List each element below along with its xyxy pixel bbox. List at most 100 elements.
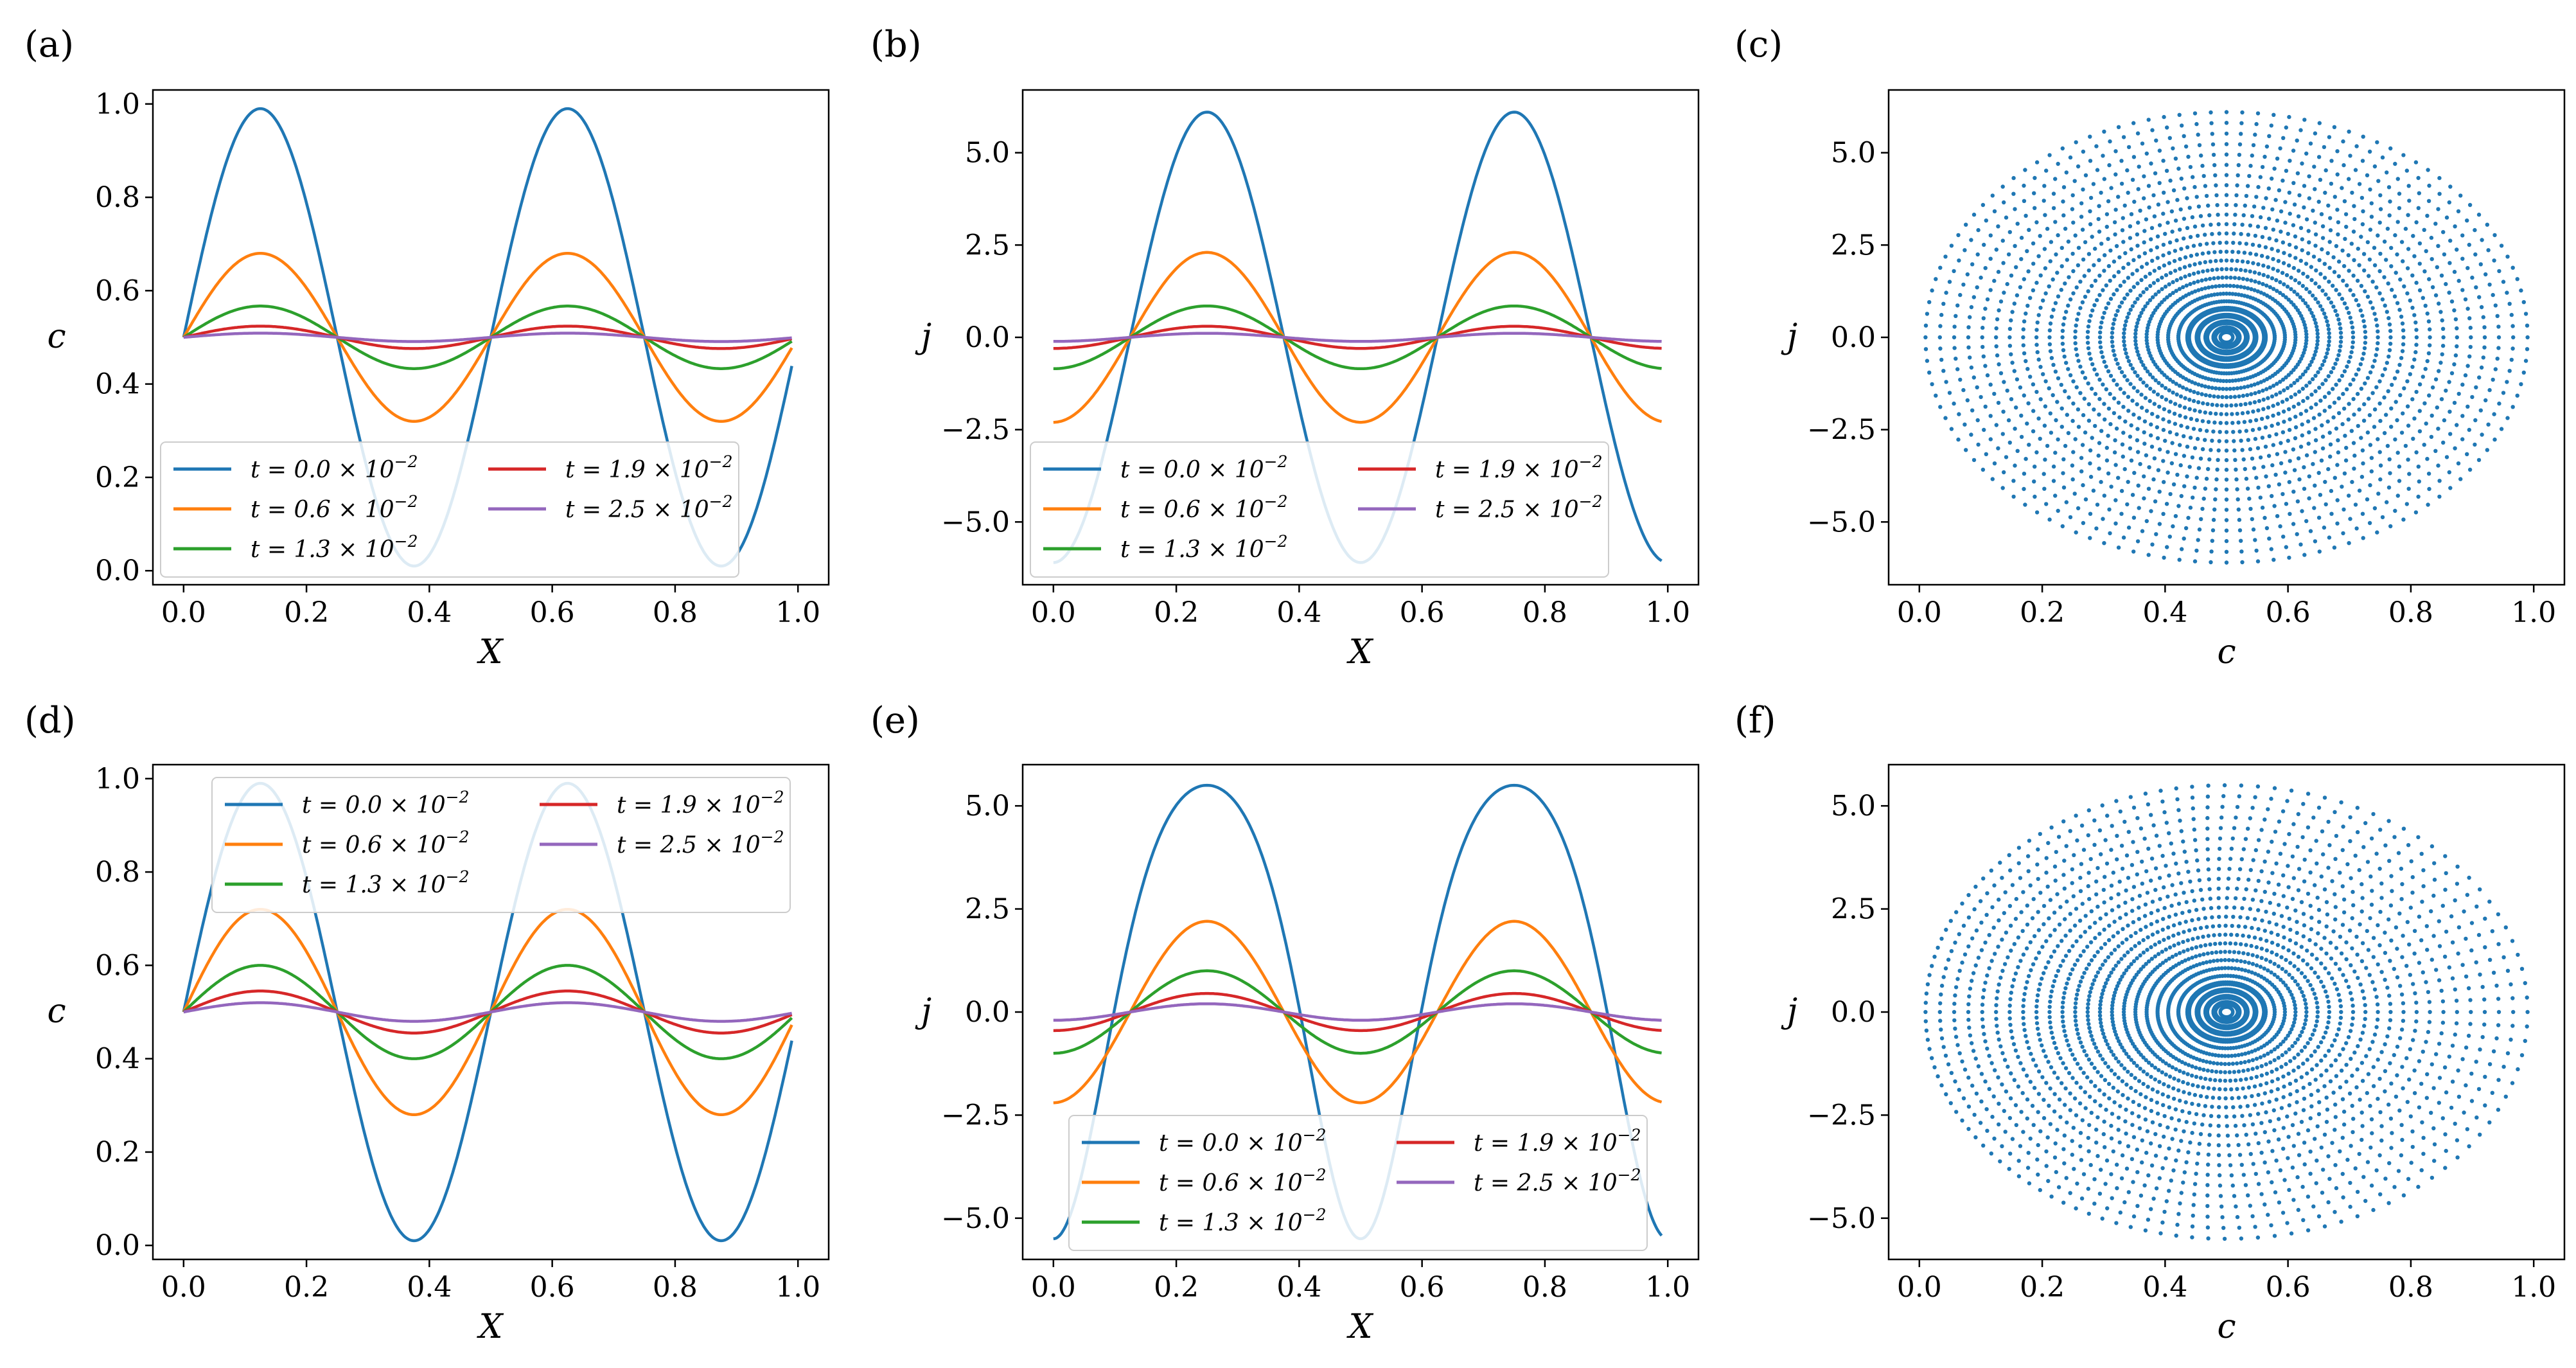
scatter-point [2063, 917, 2067, 921]
scatter-point [1944, 290, 1948, 294]
scatter-point [2356, 303, 2360, 307]
scatter-point [2351, 397, 2355, 401]
scatter-point [2401, 153, 2405, 157]
scatter-point [2302, 912, 2306, 916]
scatter-point [2303, 975, 2307, 979]
scatter-point [2184, 526, 2188, 530]
scatter-point [2478, 887, 2482, 891]
scatter-point [2410, 306, 2414, 310]
scatter-point [2225, 267, 2228, 271]
scatter-point [2352, 258, 2356, 262]
scatter-point [2230, 847, 2234, 851]
scatter-point [2161, 928, 2165, 932]
scatter-point [2078, 919, 2082, 923]
scatter-point [2335, 987, 2339, 991]
scatter-point [2361, 536, 2365, 540]
scatter-point [2248, 447, 2252, 451]
scatter-point [2135, 346, 2139, 350]
scatter-point [2264, 445, 2268, 449]
scatter-point [2019, 414, 2023, 418]
scatter-point [2155, 833, 2158, 837]
scatter-point [2288, 428, 2291, 432]
scatter-point [2137, 941, 2141, 945]
scatter-point [1997, 362, 2000, 366]
scatter-point [2060, 425, 2064, 429]
scatter-point [2158, 223, 2162, 227]
scatter-point [2185, 226, 2189, 230]
scatter-point [2055, 271, 2059, 274]
scatter-point [2447, 380, 2451, 384]
scatter-point [2270, 423, 2273, 427]
scatter-point [2219, 826, 2223, 830]
scatter-point [2285, 273, 2289, 277]
scatter-point [2197, 466, 2201, 470]
scatter-point [2234, 896, 2237, 900]
scatter-point [2344, 458, 2348, 462]
y-tick-label: −2.5 [1807, 1099, 1876, 1132]
scatter-point [2242, 897, 2246, 901]
scatter-point [2223, 924, 2227, 928]
x-tick-label: 1.0 [1645, 596, 1690, 629]
scatter-point [2302, 118, 2306, 121]
scatter-point [2092, 819, 2096, 822]
scatter-point [2119, 957, 2123, 961]
scatter-point [2061, 524, 2065, 528]
scatter-point [2203, 184, 2207, 188]
scatter-point [2001, 238, 2005, 242]
scatter-point [2268, 434, 2272, 438]
scatter-point [2054, 418, 2058, 422]
scatter-point [2054, 301, 2058, 305]
scatter-point [2268, 959, 2272, 963]
scatter-point [2156, 414, 2160, 418]
x-tick-label: 0.6 [2266, 1271, 2311, 1304]
scatter-point [2021, 1004, 2025, 1008]
scatter-point [2227, 867, 2231, 871]
scatter-point [2373, 506, 2377, 510]
scatter-point [2378, 828, 2382, 831]
scatter-point [2086, 871, 2090, 875]
scatter-point [2374, 317, 2378, 321]
scatter-point [2289, 788, 2293, 792]
scatter-point [2267, 186, 2271, 190]
scatter-point [2031, 963, 2035, 966]
scatter-point [2320, 247, 2324, 251]
scatter-point [2278, 391, 2282, 395]
scatter-point [2031, 289, 2035, 292]
scatter-point [2329, 443, 2333, 447]
scatter-point [2145, 384, 2149, 387]
scatter-point [2200, 392, 2203, 396]
scatter-point [1992, 279, 1996, 283]
scatter-point [1990, 905, 1994, 909]
scatter-point [2038, 234, 2042, 238]
scatter-point [1995, 247, 1998, 251]
scatter-point [2101, 963, 2104, 966]
scatter-point [2501, 391, 2505, 395]
scatter-point [2083, 376, 2087, 380]
scatter-point [2382, 275, 2386, 279]
scatter-point [2448, 470, 2451, 474]
scatter-point [2352, 970, 2356, 973]
scatter-point [2225, 121, 2228, 125]
scatter-point [2125, 168, 2129, 172]
scatter-point [2126, 262, 2130, 266]
scatter-point [2192, 898, 2196, 902]
scatter-point [2492, 971, 2496, 975]
legend-label: t = 2.5 × 10−2 [565, 492, 733, 523]
scatter-point [2097, 274, 2101, 278]
scatter-point [2445, 455, 2449, 459]
scatter-point [2214, 193, 2218, 197]
scatter-point [2313, 484, 2316, 488]
scatter-point [2172, 923, 2176, 927]
scatter-point [2081, 300, 2085, 304]
scatter-point [2239, 132, 2243, 136]
scatter-point [2324, 502, 2328, 506]
scatter-point [2417, 914, 2421, 918]
scatter-point [2130, 423, 2133, 427]
scatter-point [2055, 892, 2059, 896]
scatter-point [2243, 968, 2247, 972]
scatter-point [2081, 150, 2085, 154]
scatter-point [2083, 930, 2087, 934]
legend-label: t = 0.6 × 10−2 [251, 492, 418, 523]
scatter-point [2392, 967, 2396, 971]
scatter-point [2375, 323, 2379, 327]
